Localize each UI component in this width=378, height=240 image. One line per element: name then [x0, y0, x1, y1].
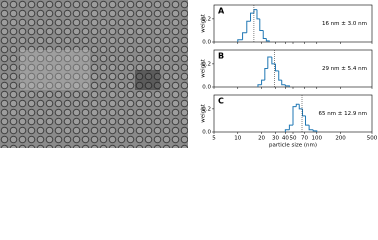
histogram-bin: [278, 70, 282, 81]
x-tick-label: 50: [290, 136, 297, 142]
histogram-bin: [264, 68, 268, 81]
x-tick-label: 30: [272, 136, 279, 142]
histogram-bin: [284, 129, 290, 132]
histogram-bin: [298, 104, 303, 110]
y-axis-label: weight: [201, 58, 207, 77]
panel-label: C: [218, 97, 224, 106]
x-tick-label: 20: [258, 136, 265, 142]
histogram-bin: [271, 56, 276, 65]
y-tick-label: 0.0: [202, 85, 211, 91]
x-tick-label: 100: [312, 136, 323, 142]
histogram-bin: [312, 129, 318, 132]
x-tick-label: 10: [234, 136, 241, 142]
y-tick-label: 0.2: [202, 61, 211, 67]
histogram-bin: [284, 84, 290, 87]
histogram-bin: [302, 108, 306, 117]
x-tick-label: 500: [367, 136, 378, 142]
y-tick-label: 0.0: [202, 130, 211, 136]
histogram-bin: [281, 80, 286, 86]
histogram-bin: [242, 32, 247, 40]
histogram-bin: [250, 12, 254, 22]
histogram-bin: [246, 20, 251, 33]
histogram-bin: [262, 30, 267, 40]
histogram-bin: [256, 9, 260, 20]
histogram-bin: [288, 124, 293, 130]
annotation: 29 nm ± 5.4 nm: [322, 66, 367, 72]
x-tick-label: 200: [335, 136, 346, 142]
histogram-bin: [305, 115, 310, 126]
y-tick-label: 0.2: [202, 106, 211, 112]
annotation: 65 nm ± 12.9 nm: [318, 111, 367, 117]
panel-label: B: [218, 52, 224, 61]
histogram-bin: [308, 125, 314, 131]
micrograph-dark-region: [135, 70, 160, 90]
histogram-bin: [292, 106, 297, 126]
y-tick-label: 0.0: [202, 40, 211, 46]
x-axis-label: particle size (nm): [269, 143, 317, 149]
histogram-bin: [265, 38, 270, 42]
y-axis-label: weight: [201, 13, 207, 32]
histogram-bin: [261, 79, 265, 85]
annotation: 16 nm ± 3.0 nm: [322, 21, 367, 27]
micrograph-light-region: [20, 50, 90, 90]
panel-label: A: [218, 7, 225, 16]
histogram-bin: [259, 18, 264, 31]
histogram-bin: [274, 63, 279, 72]
y-tick-label: 0.2: [202, 16, 211, 22]
histogram-bin: [267, 56, 272, 69]
histogram-bin: [257, 84, 262, 87]
micrograph: [0, 0, 188, 148]
x-tick-label: 40: [282, 136, 289, 142]
y-axis-label: weight: [201, 103, 207, 122]
histogram-bin: [295, 103, 300, 107]
histogram-bin: [237, 39, 243, 42]
x-tick-label: 70: [301, 136, 308, 142]
x-tick-label: 5: [212, 136, 216, 142]
